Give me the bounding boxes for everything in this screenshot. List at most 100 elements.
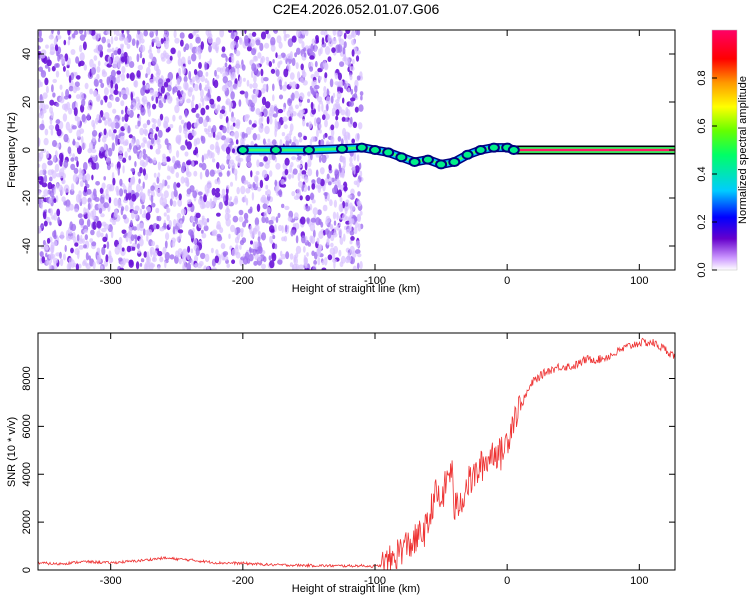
noise-speck	[96, 66, 101, 73]
noise-speck	[103, 143, 107, 151]
snr-y-axis-label: SNR (10 * v/v)	[6, 417, 18, 487]
noise-speck	[148, 158, 153, 164]
noise-speck	[278, 41, 283, 49]
noise-speck	[252, 133, 257, 141]
noise-speck	[209, 98, 215, 105]
noise-speck	[349, 116, 353, 125]
carrier-track	[236, 142, 675, 170]
noise-speck	[131, 246, 136, 251]
noise-speck	[351, 39, 356, 46]
noise-speck	[89, 88, 93, 95]
noise-speck	[142, 123, 148, 129]
noise-speck	[103, 202, 109, 209]
noise-speck	[65, 199, 71, 208]
noise-speck	[114, 83, 119, 91]
noise-speck	[307, 185, 311, 191]
noise-speck	[157, 250, 163, 257]
noise-speck	[119, 136, 125, 145]
noise-speck	[148, 53, 154, 60]
noise-speck	[186, 262, 192, 270]
noise-speck	[295, 245, 302, 254]
noise-speck	[354, 106, 359, 113]
noise-speck	[345, 216, 350, 221]
noise-speck	[143, 263, 148, 270]
noise-speck	[339, 155, 343, 163]
noise-speck	[309, 55, 315, 60]
noise-speck	[349, 240, 353, 245]
noise-speck	[58, 171, 65, 179]
noise-speck	[286, 133, 292, 142]
noise-speck	[306, 252, 309, 257]
noise-speck	[203, 119, 208, 128]
noise-speck	[311, 38, 316, 45]
noise-speck	[353, 92, 358, 99]
noise-speck	[314, 117, 317, 127]
noise-speck	[38, 37, 44, 43]
noise-speck	[90, 67, 96, 75]
noise-speck	[40, 81, 43, 87]
noise-speck	[137, 99, 141, 105]
noise-speck	[187, 88, 193, 97]
noise-speck	[101, 221, 107, 227]
noise-speck	[315, 217, 321, 226]
noise-speck	[148, 229, 153, 236]
noise-speck	[246, 79, 250, 87]
noise-speck	[335, 115, 339, 121]
noise-speck	[204, 127, 208, 133]
noise-speck	[272, 113, 278, 118]
noise-speck	[150, 202, 156, 208]
noise-speck	[201, 218, 205, 223]
noise-speck	[190, 99, 194, 109]
noise-speck	[79, 128, 85, 135]
noise-speck	[297, 132, 303, 138]
noise-speck	[38, 30, 42, 38]
noise-speck	[125, 192, 129, 201]
noise-speck	[333, 103, 338, 111]
noise-speck	[253, 74, 257, 83]
noise-speck	[180, 208, 187, 216]
noise-speck	[216, 224, 222, 230]
noise-speck	[356, 200, 362, 207]
noise-speck	[122, 214, 127, 220]
noise-speck	[88, 162, 92, 167]
noise-speck	[273, 30, 277, 33]
noise-speck	[318, 129, 322, 134]
noise-speck	[103, 244, 107, 249]
noise-speck	[359, 170, 363, 178]
noise-speck	[109, 217, 114, 223]
noise-speck	[351, 164, 356, 171]
noise-speck	[144, 129, 149, 136]
noise-speck	[68, 75, 72, 84]
noise-speck	[225, 81, 231, 87]
noise-speck	[100, 232, 104, 238]
noise-speck	[50, 111, 54, 119]
noise-speck	[43, 189, 49, 197]
noise-speck	[183, 75, 188, 83]
noise-speck	[214, 255, 219, 264]
noise-speck	[317, 185, 322, 194]
noise-speck	[38, 226, 42, 234]
noise-speck	[248, 33, 253, 40]
noise-speck	[108, 255, 113, 264]
noise-speck	[309, 222, 316, 232]
noise-speck	[265, 30, 269, 35]
noise-speck	[272, 234, 276, 240]
noise-speck	[219, 30, 225, 38]
noise-speck	[70, 183, 75, 192]
noise-speck	[166, 175, 171, 180]
noise-speck	[72, 138, 76, 146]
noise-speck	[211, 158, 216, 163]
noise-speck	[126, 108, 131, 115]
noise-speck	[178, 258, 182, 265]
noise-speck	[146, 83, 151, 89]
noise-speck	[288, 99, 293, 104]
noise-speck	[258, 124, 264, 133]
noise-speck	[226, 121, 230, 130]
noise-speck	[257, 187, 262, 192]
noise-speck	[245, 126, 252, 135]
noise-speck	[291, 156, 297, 161]
noise-speck	[349, 162, 354, 167]
noise-speck	[223, 252, 227, 258]
noise-speck	[321, 154, 327, 164]
noise-speck	[266, 33, 271, 39]
